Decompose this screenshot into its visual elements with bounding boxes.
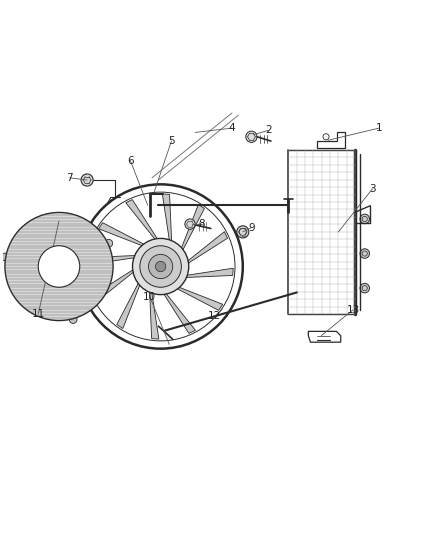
Polygon shape <box>161 289 195 334</box>
Text: 10: 10 <box>143 292 156 302</box>
Text: 3: 3 <box>369 184 376 193</box>
Polygon shape <box>172 285 223 310</box>
Circle shape <box>148 254 173 279</box>
Text: 7: 7 <box>67 173 73 183</box>
Circle shape <box>360 214 370 224</box>
Polygon shape <box>149 286 159 339</box>
Circle shape <box>140 246 181 287</box>
Circle shape <box>237 226 249 238</box>
Circle shape <box>1 253 9 261</box>
Text: 1: 1 <box>376 123 382 133</box>
Text: 13: 13 <box>346 305 360 315</box>
Polygon shape <box>179 205 205 255</box>
Circle shape <box>155 261 166 272</box>
Polygon shape <box>117 278 142 328</box>
Circle shape <box>133 238 189 295</box>
Polygon shape <box>99 223 149 248</box>
Circle shape <box>185 219 195 229</box>
Circle shape <box>105 239 113 247</box>
Circle shape <box>81 174 93 186</box>
Text: 8: 8 <box>198 219 205 229</box>
Circle shape <box>5 213 113 320</box>
Polygon shape <box>180 268 233 278</box>
Text: 2: 2 <box>265 125 272 135</box>
Circle shape <box>360 249 370 259</box>
Polygon shape <box>94 266 138 301</box>
Text: 12: 12 <box>208 311 221 321</box>
Polygon shape <box>88 255 141 265</box>
Text: 4: 4 <box>229 123 235 133</box>
Text: 11: 11 <box>32 309 45 319</box>
Polygon shape <box>126 199 161 244</box>
Polygon shape <box>162 194 172 247</box>
Text: 9: 9 <box>248 223 255 232</box>
Circle shape <box>246 131 257 142</box>
Circle shape <box>69 316 77 324</box>
Text: 5: 5 <box>168 136 175 146</box>
Polygon shape <box>183 232 227 266</box>
Circle shape <box>360 284 370 293</box>
Text: 6: 6 <box>127 156 134 166</box>
Circle shape <box>38 246 80 287</box>
